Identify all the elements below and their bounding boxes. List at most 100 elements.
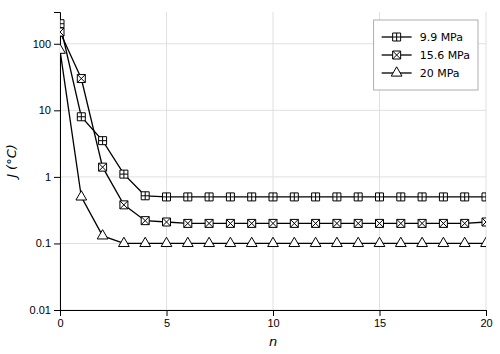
x-axis-title: n — [269, 334, 277, 349]
point-marker — [97, 230, 108, 239]
series-line — [60, 24, 486, 197]
tick-mark — [167, 310, 168, 316]
grid — [60, 12, 486, 310]
point-marker — [418, 219, 426, 227]
series-line — [60, 50, 486, 243]
point-marker — [310, 237, 321, 246]
tick: 15 — [374, 310, 386, 329]
tick: 5 — [164, 310, 170, 329]
point-marker — [439, 193, 447, 201]
x-axis: 0 5 10 15 20 — [57, 310, 492, 329]
point-marker — [205, 193, 213, 201]
tick-label: 0 — [57, 317, 63, 329]
tick-label: 10 — [267, 317, 279, 329]
grid-line — [273, 12, 274, 310]
point-marker — [248, 193, 256, 201]
tick-label: 0.01 — [30, 304, 51, 316]
axis-line — [54, 13, 61, 311]
grid-line — [166, 12, 167, 310]
point-marker — [205, 219, 213, 227]
point-marker — [184, 193, 192, 201]
chart: 0 5 10 15 20 0.01 0.1 1 10 100 9.9 MPa 15.6 MPa 20 M… — [0, 0, 500, 354]
point-marker — [119, 237, 130, 246]
point-marker — [269, 193, 277, 201]
tick-mark — [380, 310, 381, 316]
y-axis: 0.01 0.1 1 10 100 — [30, 13, 61, 317]
point-marker — [60, 20, 64, 28]
legend-item: 9.9 MPa — [382, 31, 463, 44]
tick: 0.1 — [36, 237, 60, 249]
point-marker — [290, 219, 298, 227]
tick-label: 10 — [39, 104, 51, 116]
point-marker — [312, 193, 320, 201]
point-marker — [268, 237, 279, 246]
tick-label: 5 — [164, 317, 170, 329]
point-marker — [141, 192, 149, 200]
tick: 0.01 — [30, 304, 60, 316]
legend-label: 15.6 MPa — [420, 49, 470, 62]
legend-label: 20 MPa — [420, 67, 460, 80]
tick: 10 — [267, 310, 279, 329]
plot: 0 5 10 15 20 0.01 0.1 1 10 100 9.9 MPa 15.6 MPa 20 M… — [30, 12, 493, 329]
point-marker — [333, 193, 341, 201]
point-marker — [76, 191, 87, 200]
tick-label: 0.1 — [36, 237, 51, 249]
legend-item: 20 MPa — [382, 67, 460, 80]
tick-mark — [273, 310, 274, 316]
tick-label: 15 — [374, 317, 386, 329]
point-marker — [417, 237, 428, 246]
point-marker — [225, 237, 236, 246]
point-marker — [395, 237, 406, 246]
point-marker — [77, 113, 85, 121]
point-marker — [353, 237, 364, 246]
point-marker — [163, 193, 171, 201]
point-marker — [439, 219, 447, 227]
point-marker — [120, 201, 128, 209]
grid-line — [60, 110, 486, 111]
point-marker — [376, 193, 384, 201]
point-marker — [290, 193, 298, 201]
point-marker — [226, 219, 234, 227]
marks — [60, 20, 486, 247]
point-marker — [438, 237, 449, 246]
point-marker — [99, 137, 107, 145]
point-marker — [204, 237, 215, 246]
tick-mark — [54, 310, 60, 311]
point-marker — [397, 193, 405, 201]
point-marker — [140, 237, 151, 246]
point-marker — [226, 193, 234, 201]
point-marker — [482, 218, 486, 226]
point-marker — [312, 219, 320, 227]
legend-item: 15.6 MPa — [382, 49, 470, 62]
point-marker — [461, 193, 469, 201]
point-marker — [482, 193, 486, 201]
point-marker — [184, 219, 192, 227]
point-marker — [141, 217, 149, 225]
point-marker — [397, 219, 405, 227]
tick-mark — [54, 177, 60, 178]
tick: 10 — [39, 104, 60, 116]
legend: 9.9 MPa 15.6 MPa 20 MPa — [374, 20, 478, 90]
tick: 100 — [33, 38, 60, 50]
tick-mark — [486, 310, 487, 316]
legend-label: 9.9 MPa — [420, 31, 463, 44]
tick: 1 — [45, 171, 60, 183]
legend-box — [374, 20, 478, 90]
point-marker — [376, 219, 384, 227]
legend-marker — [391, 67, 402, 76]
point-marker — [60, 28, 64, 36]
point-marker — [461, 219, 469, 227]
point-marker — [481, 237, 486, 246]
tick-label: 1 — [45, 171, 51, 183]
tick-label: 100 — [33, 38, 51, 50]
tick-mark — [54, 44, 60, 45]
point-marker — [60, 44, 65, 53]
series-line — [60, 32, 486, 223]
grid-line — [486, 12, 487, 310]
axis-line — [61, 311, 487, 317]
tick-label: 20 — [480, 317, 492, 329]
point-marker — [99, 163, 107, 171]
point-marker — [120, 170, 128, 178]
point-marker — [333, 219, 341, 227]
point-marker — [332, 237, 343, 246]
